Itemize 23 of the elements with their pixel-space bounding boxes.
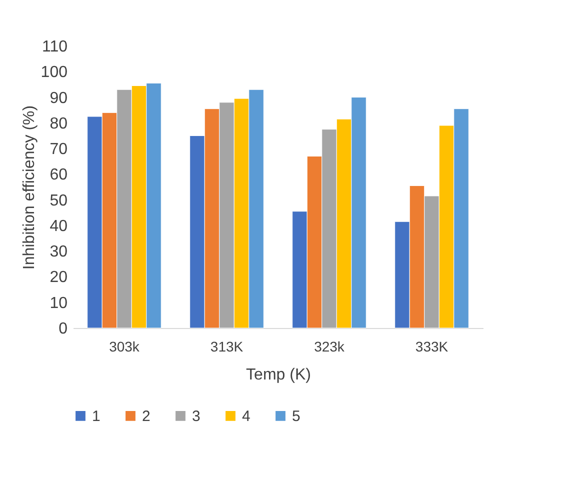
- x-tick-label: 303k: [109, 338, 140, 354]
- y-tick-label: 40: [50, 218, 68, 235]
- y-axis-title: Inhibition efficiency (%): [20, 105, 38, 270]
- x-tick-label: 323k: [314, 338, 346, 354]
- x-tick-label: 313K: [210, 338, 244, 354]
- y-tick-label: 10: [50, 294, 68, 312]
- legend-label: 3: [192, 408, 200, 425]
- y-tick-label: 60: [50, 166, 68, 184]
- x-axis-title: Temp (K): [246, 366, 311, 384]
- legend-label: 1: [92, 408, 100, 425]
- y-tick-label: 50: [50, 192, 68, 210]
- y-tick-label: 20: [50, 269, 68, 286]
- legend-label: 4: [242, 408, 250, 425]
- y-tick-label: 80: [50, 115, 68, 132]
- y-tick-label: 110: [42, 38, 68, 56]
- x-tick-label: 333K: [415, 338, 449, 354]
- legend-label: 5: [292, 408, 300, 425]
- y-tick-label: 90: [50, 90, 68, 107]
- y-tick-label: 0: [58, 320, 68, 338]
- y-tick-label: 30: [50, 244, 68, 261]
- y-tick-label: 70: [50, 141, 68, 158]
- legend-label: 2: [142, 408, 150, 425]
- y-tick-label: 100: [40, 64, 68, 82]
